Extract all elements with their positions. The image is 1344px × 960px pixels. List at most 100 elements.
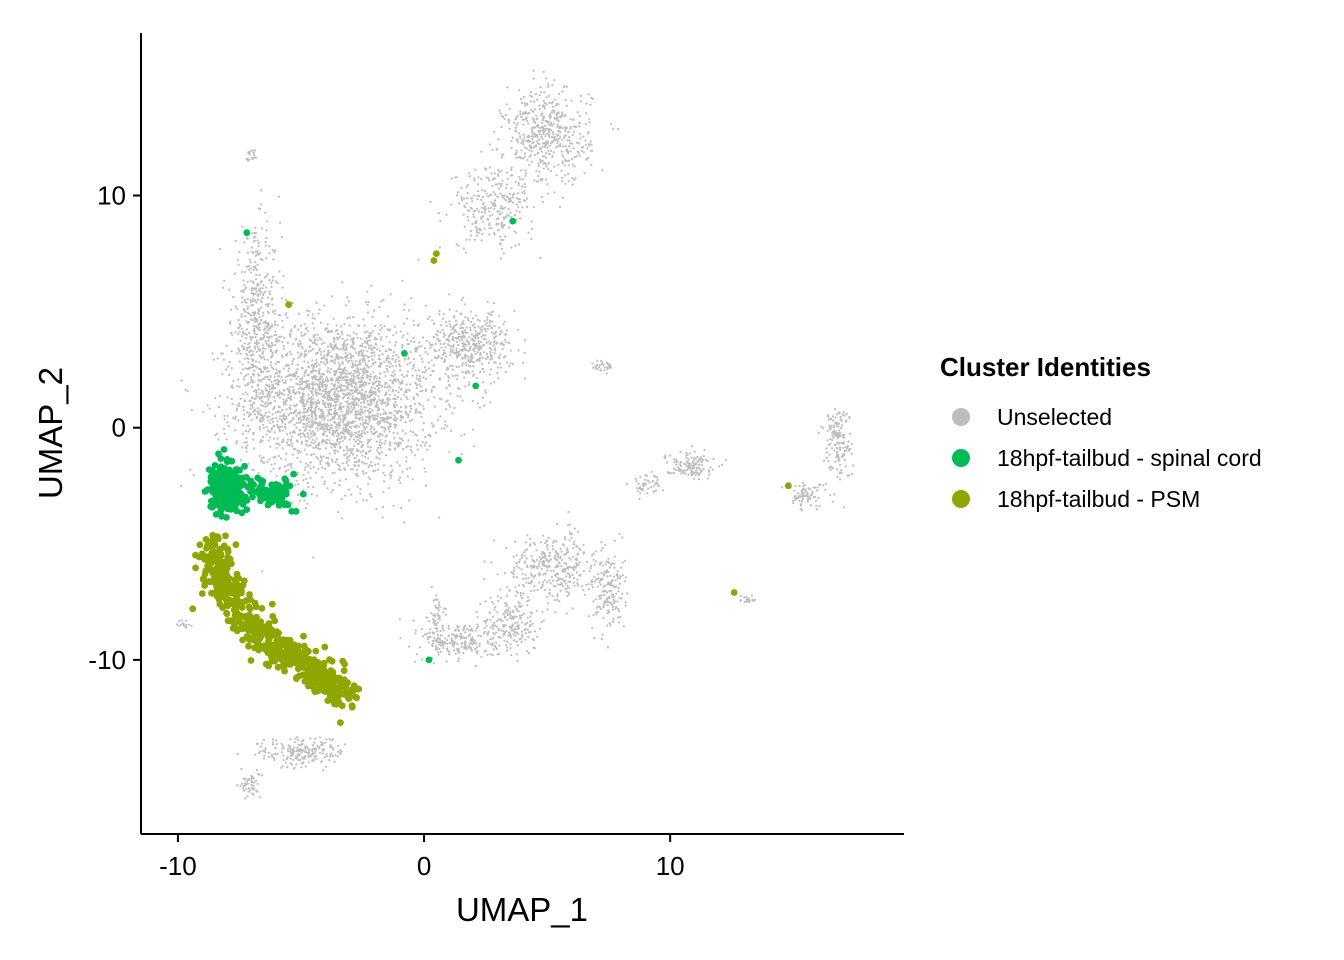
point-unselected [230,367,233,370]
point-unselected [374,361,377,364]
point-unselected [456,387,460,390]
point-unselected [468,644,471,647]
point-unselected [565,104,568,107]
point-unselected [485,321,488,324]
point-unselected [540,114,543,117]
point-unselected [398,360,401,363]
point-unselected [456,624,459,627]
point-unselected [226,396,229,399]
point-unselected [548,133,551,137]
point-unselected [382,491,385,494]
point-unselected [447,375,450,378]
point-unselected [270,380,273,383]
point-unselected [290,466,293,469]
point-unselected [416,444,419,447]
point-unselected [296,471,300,474]
point-unselected [537,180,540,183]
point-unselected [276,360,279,363]
point-unselected [250,338,253,341]
point-unselected [345,413,348,416]
point-unselected [349,421,352,424]
point-unselected [520,101,524,104]
point-unselected [473,179,476,182]
point-unselected [333,373,336,376]
point-unselected [372,433,375,436]
point-unselected [488,321,491,324]
point-unselected [335,430,338,433]
point-unselected [292,342,295,346]
point-unselected [266,310,270,314]
point-unselected [222,286,225,289]
point-unselected [343,368,346,371]
point-unselected [292,386,295,389]
point-unselected [603,570,606,573]
point-unselected [290,412,293,415]
point-unselected [257,324,260,327]
point-unselected [273,334,276,337]
point-unselected [313,317,316,320]
point-unselected [393,405,396,408]
point-unselected [295,421,298,425]
point-unselected [492,381,496,384]
point-unselected [261,287,264,290]
point-unselected [240,290,243,293]
point-unselected [326,323,329,326]
point-unselected [271,413,274,416]
point-unselected [246,297,249,300]
point-unselected [544,588,547,592]
point-unselected [352,444,356,448]
point-unselected [448,405,452,408]
point-unselected [567,130,570,133]
point-unselected [531,117,534,120]
point-unselected [579,137,582,140]
point-unselected [533,153,536,157]
point-unselected [304,439,308,442]
point-unselected [315,455,318,458]
point-unselected [312,394,315,397]
point-unselected [437,355,440,358]
point-unselected [323,483,326,486]
point-unselected [260,290,263,293]
point-unselected [249,261,252,264]
point-unselected [490,368,493,371]
point-unselected [362,360,365,363]
point-unselected [321,386,324,389]
point-unselected [308,338,311,341]
point-unselected [345,381,348,384]
point-unselected [279,414,282,418]
point-unselected [259,281,262,284]
point-unselected [357,370,360,373]
point-unselected [512,555,515,558]
point-unselected [402,416,405,419]
point-unselected [438,397,441,400]
point-unselected [356,367,359,370]
point-unselected [496,195,499,198]
point-unselected [377,365,380,368]
point-unselected [313,453,316,456]
point-unselected [460,198,463,201]
point-unselected [478,358,481,361]
point-unselected [458,202,461,205]
point-unselected [525,548,529,551]
point-unselected [565,159,568,163]
point-unselected [310,382,313,386]
point-unselected [489,638,492,641]
point-unselected [476,351,479,354]
point-unselected [449,392,452,395]
point-unselected [259,418,262,421]
point-unselected [483,560,486,563]
point-unselected [252,380,255,384]
point-unselected [350,344,353,347]
point-unselected [364,369,367,372]
point-unselected [208,407,211,410]
point-unselected [271,383,274,386]
point-unselected [284,298,287,302]
point-unselected [289,335,292,338]
point-unselected [505,171,508,174]
point-unselected [546,142,550,145]
point-unselected [375,430,378,433]
point-unselected [272,258,275,261]
point-unselected [406,468,409,471]
point-unselected [328,428,331,431]
point-unselected [523,136,526,139]
